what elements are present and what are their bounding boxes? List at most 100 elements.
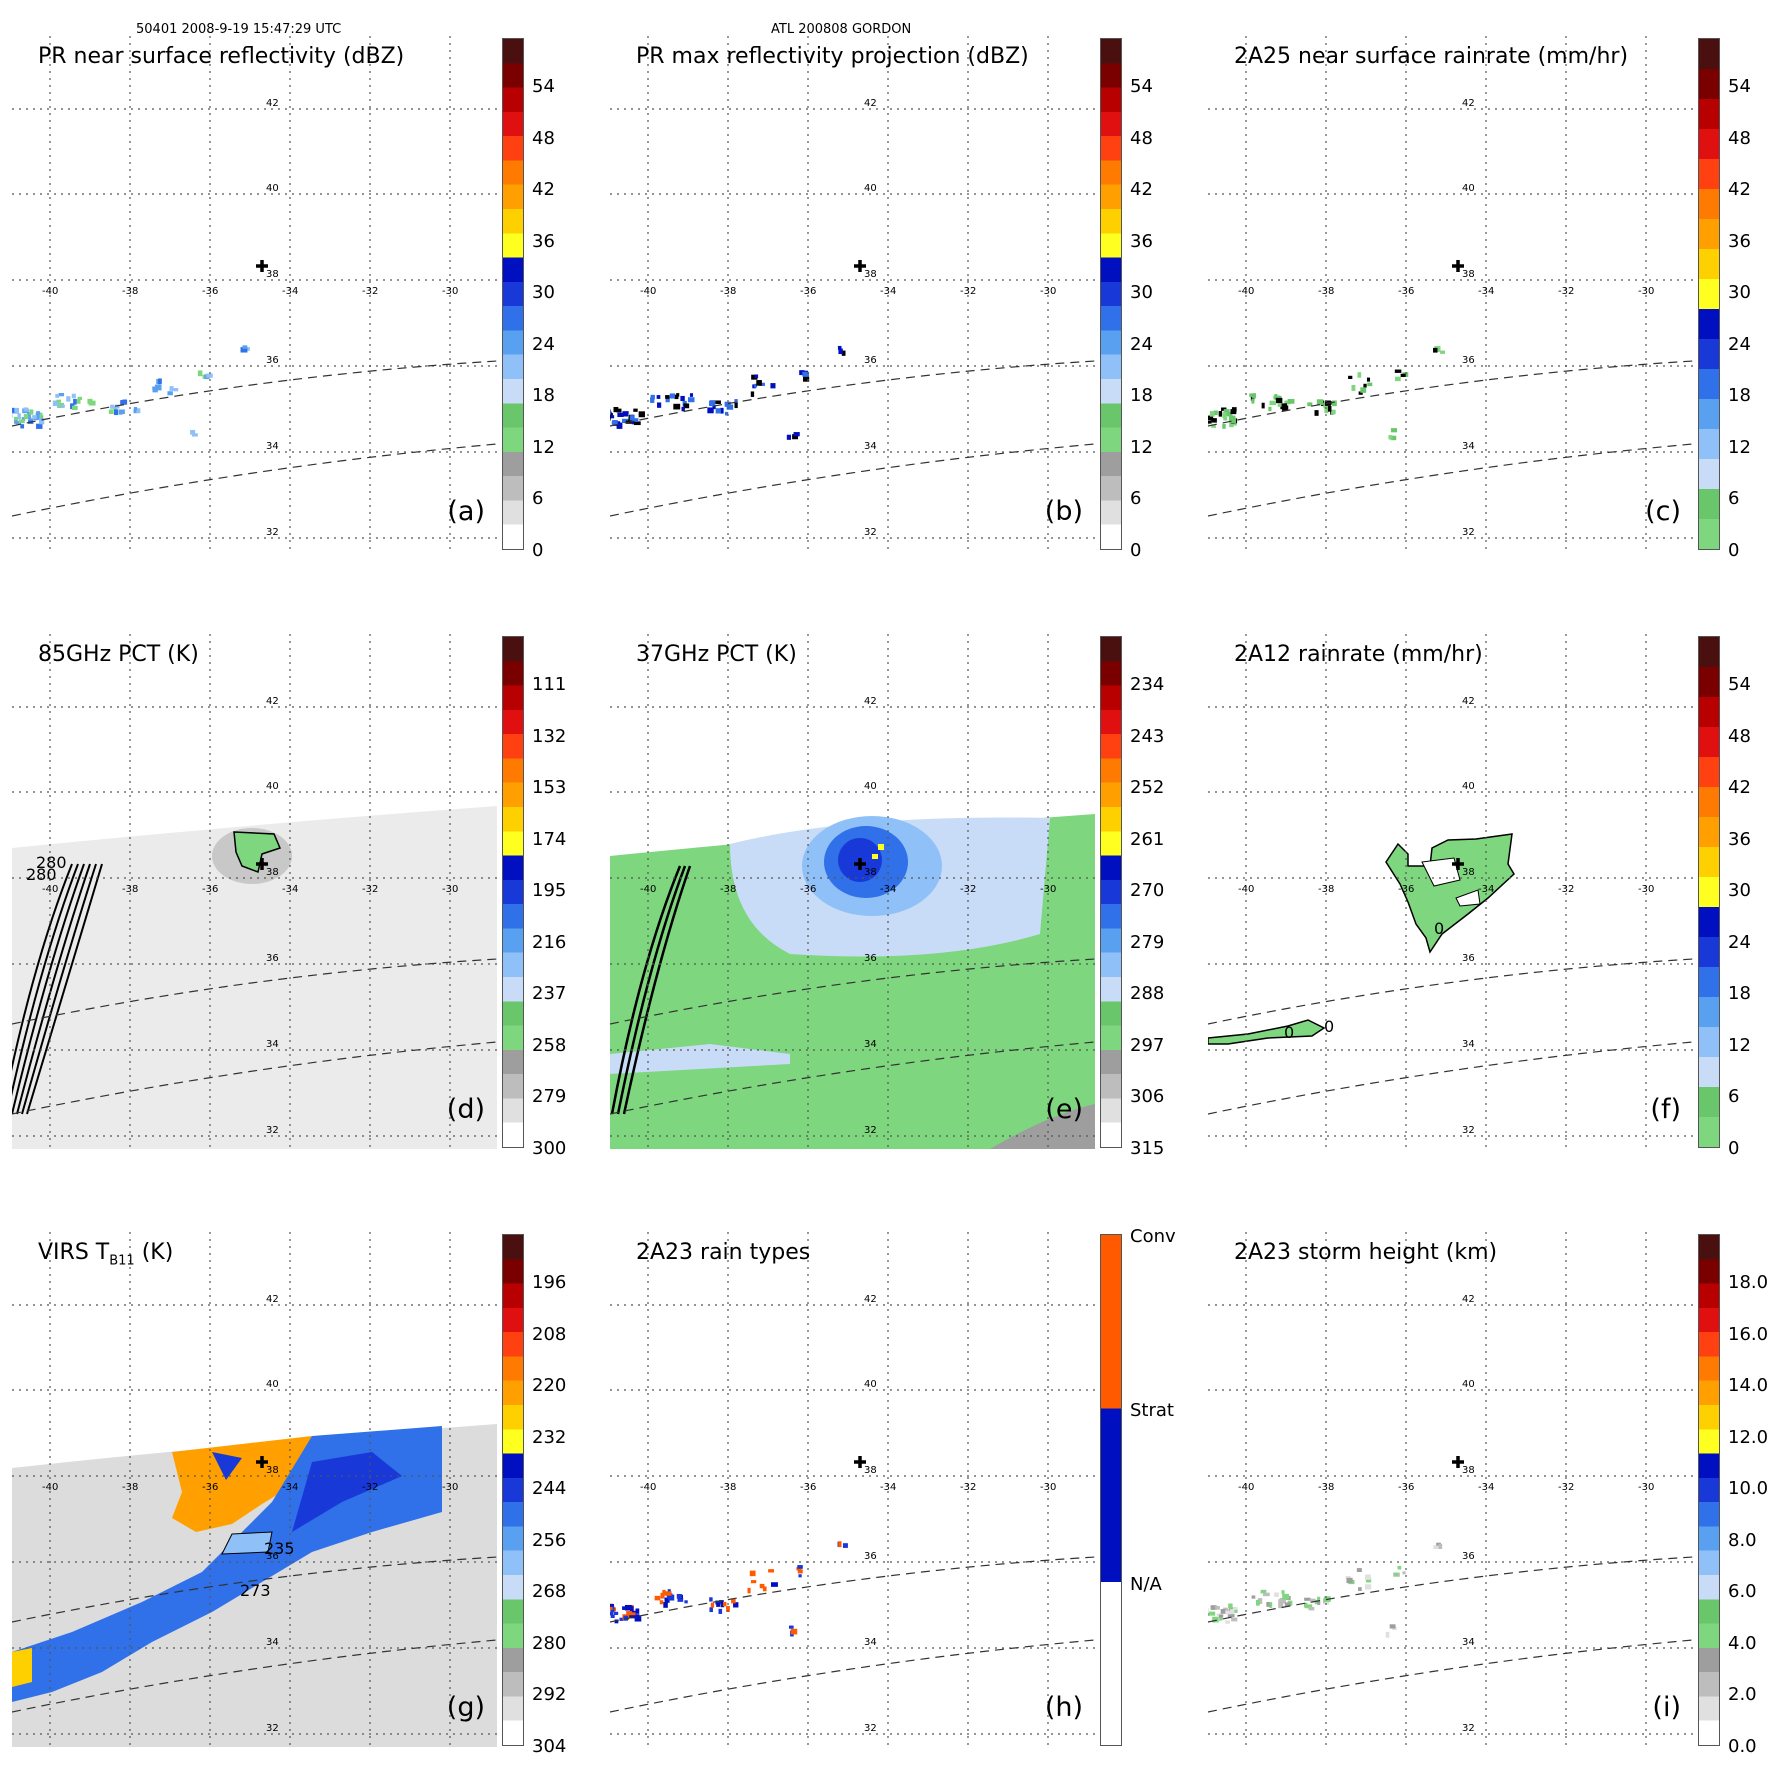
colorbar-tick-label: 0	[1728, 539, 1740, 561]
lat-tick-label: 40	[266, 1379, 279, 1390]
lat-tick-label: 38	[266, 867, 279, 878]
colorbar-tick-label: Strat	[1130, 1400, 1174, 1422]
colorbar-tick-label: 4.0	[1728, 1632, 1757, 1654]
lon-tick-label: -40	[1238, 286, 1254, 297]
lat-tick-label: 36	[266, 355, 279, 366]
colorbar-tick-label: 12	[1130, 436, 1153, 458]
colorbar-tick-label: 18	[1130, 385, 1153, 406]
lon-tick-label: -40	[640, 286, 656, 297]
lat-tick-label: 36	[864, 953, 877, 964]
colorbar-tick-label: 261	[1130, 828, 1165, 850]
lat-tick-label: 42	[266, 98, 279, 109]
lon-tick-label: -34	[1478, 1482, 1494, 1493]
panel-i: -40 -38 -36 -34 -32 -30 42 40 38 36 34 32 2A23 storm…	[1208, 1232, 1768, 1757]
lon-tick-label: -38	[720, 286, 736, 297]
colorbar-tick-label: 132	[532, 725, 567, 747]
coordinate-labels: -40 -38 -36 -34 -32 -30 42 40 38 36 34 32	[1238, 98, 1654, 538]
pr-swath-edges	[12, 1556, 497, 1713]
rain-pixels	[610, 345, 846, 440]
colorbar-tick-label: 304	[532, 1735, 567, 1757]
lon-tick-label: -30	[442, 286, 458, 297]
colorbar-tick-label: 24	[1130, 333, 1153, 355]
panel-title: PR near surface reflectivity (dBZ)	[38, 44, 405, 69]
lon-tick-label: -32	[362, 286, 378, 297]
coordinate-labels: -40 -38 -36 -34 -32 -30 42 40 38 36 34 32	[1238, 1294, 1654, 1734]
lat-tick-label: 36	[864, 1551, 877, 1562]
colorbar-tick-label: N/A	[1130, 1574, 1162, 1596]
lat-tick-label: 38	[266, 1465, 279, 1476]
lat-tick-label: 34	[864, 441, 877, 452]
storm-name: ATL 200808 GORDON	[771, 22, 912, 37]
lat-tick-label: 32	[266, 527, 279, 538]
coordinate-labels: -40 -38 -36 -34 -32 -30 42 40 38 36 34 32	[640, 1294, 1056, 1734]
colorbar-tick-label: Conv	[1130, 1226, 1176, 1247]
panel-b: -40 -38 -36 -34 -32 -30 42 40 38 36 34 32 PR max ref…	[610, 36, 1153, 561]
lat-lon-grid	[610, 634, 1095, 1149]
lat-tick-label: 42	[864, 1294, 877, 1305]
colorbar-tick-label: 268	[532, 1581, 567, 1602]
colorbar-tick-label: 42	[532, 179, 555, 200]
map-plot: -40 -38 -36 -34 -32 -30 42 40 38 36 34 32 280 280 85GH…	[12, 634, 497, 1149]
lat-lon-grid	[610, 36, 1095, 551]
lat-tick-label: 42	[266, 696, 279, 707]
lon-tick-label: -34	[880, 1482, 896, 1493]
colorbar-tick-label: 54	[1728, 76, 1751, 97]
pr-swath-edges	[1208, 1556, 1693, 1713]
map-plot: -40 -38 -36 -34 -32 -30 42 40 38 36 34 32 2A23 storm…	[1208, 1232, 1693, 1747]
panel-letter: (f)	[1650, 1094, 1681, 1125]
lon-tick-label: -30	[1638, 286, 1654, 297]
colorbar-tick-label: 300	[532, 1137, 567, 1159]
lat-tick-label: 40	[1462, 1379, 1475, 1390]
panel-letter: (e)	[1045, 1094, 1083, 1125]
colorbar-tick-label: 0	[1130, 539, 1142, 561]
lat-tick-label: 34	[864, 1637, 877, 1648]
colorbar-tick-label: 6.0	[1728, 1581, 1757, 1602]
colorbar-tick-label: 24	[1728, 333, 1751, 355]
colorbar-tick-label: 30	[1728, 880, 1751, 901]
colorbar-tick-label: 18	[1728, 385, 1751, 406]
lat-tick-label: 36	[266, 1551, 279, 1562]
lon-tick-label: -36	[1398, 286, 1414, 297]
lon-tick-label: -38	[122, 1482, 138, 1493]
colorbar-tick-label: 24	[1728, 931, 1751, 953]
lon-tick-label: -36	[1398, 1482, 1414, 1493]
map-plot: -40 -38 -36 -34 -32 -30 42 40 38 36 34 32 PR max ref…	[610, 36, 1095, 551]
colorbar-tick-label: 36	[1728, 230, 1751, 252]
pr-swath-edges	[12, 360, 497, 517]
map-plot: -40 -38 -36 -34 -32 -30 42 40 38 36 34 32 0 0 0 2A12 ra…	[1208, 634, 1693, 1149]
lat-tick-label: 36	[1462, 355, 1475, 366]
panel-title: 37GHz PCT (K)	[636, 642, 797, 667]
map-svg: -40 -38 -36 -34 -32 -30 42 40 38 36 34 32	[610, 1232, 1095, 1747]
lon-tick-label: -34	[880, 884, 896, 895]
colorbar-tick-label: 54	[1130, 76, 1153, 97]
map-plot: -40 -38 -36 -34 -32 -30 42 40 38 36 34 32 PR near su…	[12, 36, 497, 551]
panel-c: -40 -38 -36 -34 -32 -30 42 40 38 36 34 32 2A25 near …	[1208, 36, 1751, 561]
colorbar-tick-label: 48	[1728, 725, 1751, 747]
storm-center-cross-icon	[256, 260, 268, 272]
lat-lon-grid	[610, 1232, 1095, 1747]
colorbar	[502, 38, 524, 550]
lat-tick-label: 38	[864, 269, 877, 280]
lon-tick-label: -32	[960, 286, 976, 297]
data-layer	[610, 814, 1095, 1149]
colorbar-tick-label: 36	[1728, 828, 1751, 850]
panel-letter: (c)	[1645, 496, 1681, 527]
lat-tick-label: 36	[266, 953, 279, 964]
colorbar	[502, 636, 524, 1148]
contour-label: 273	[240, 1581, 271, 1600]
lat-tick-label: 32	[266, 1723, 279, 1734]
panel-title: 2A12 rainrate (mm/hr)	[1234, 642, 1483, 667]
lat-tick-label: 36	[864, 355, 877, 366]
map-svg: -40 -38 -36 -34 -32 -30 42 40 38 36 34 32 235 273	[12, 1232, 497, 1747]
lat-tick-label: 40	[1462, 781, 1475, 792]
lon-tick-label: -32	[1558, 884, 1574, 895]
lon-tick-label: -40	[1238, 1482, 1254, 1493]
coordinate-labels: -40 -38 -36 -34 -32 -30 42 40 38 36 34 32	[42, 98, 458, 538]
panel-d: -40 -38 -36 -34 -32 -30 42 40 38 36 34 32 280 280 85GH…	[12, 634, 566, 1159]
colorbar-tick-label: 196	[532, 1272, 567, 1293]
colorbar-tick-label: 24	[532, 333, 555, 355]
lat-tick-label: 40	[864, 183, 877, 194]
pr-swath-edges	[12, 958, 497, 1115]
colorbar-tick-label: 48	[532, 127, 555, 149]
